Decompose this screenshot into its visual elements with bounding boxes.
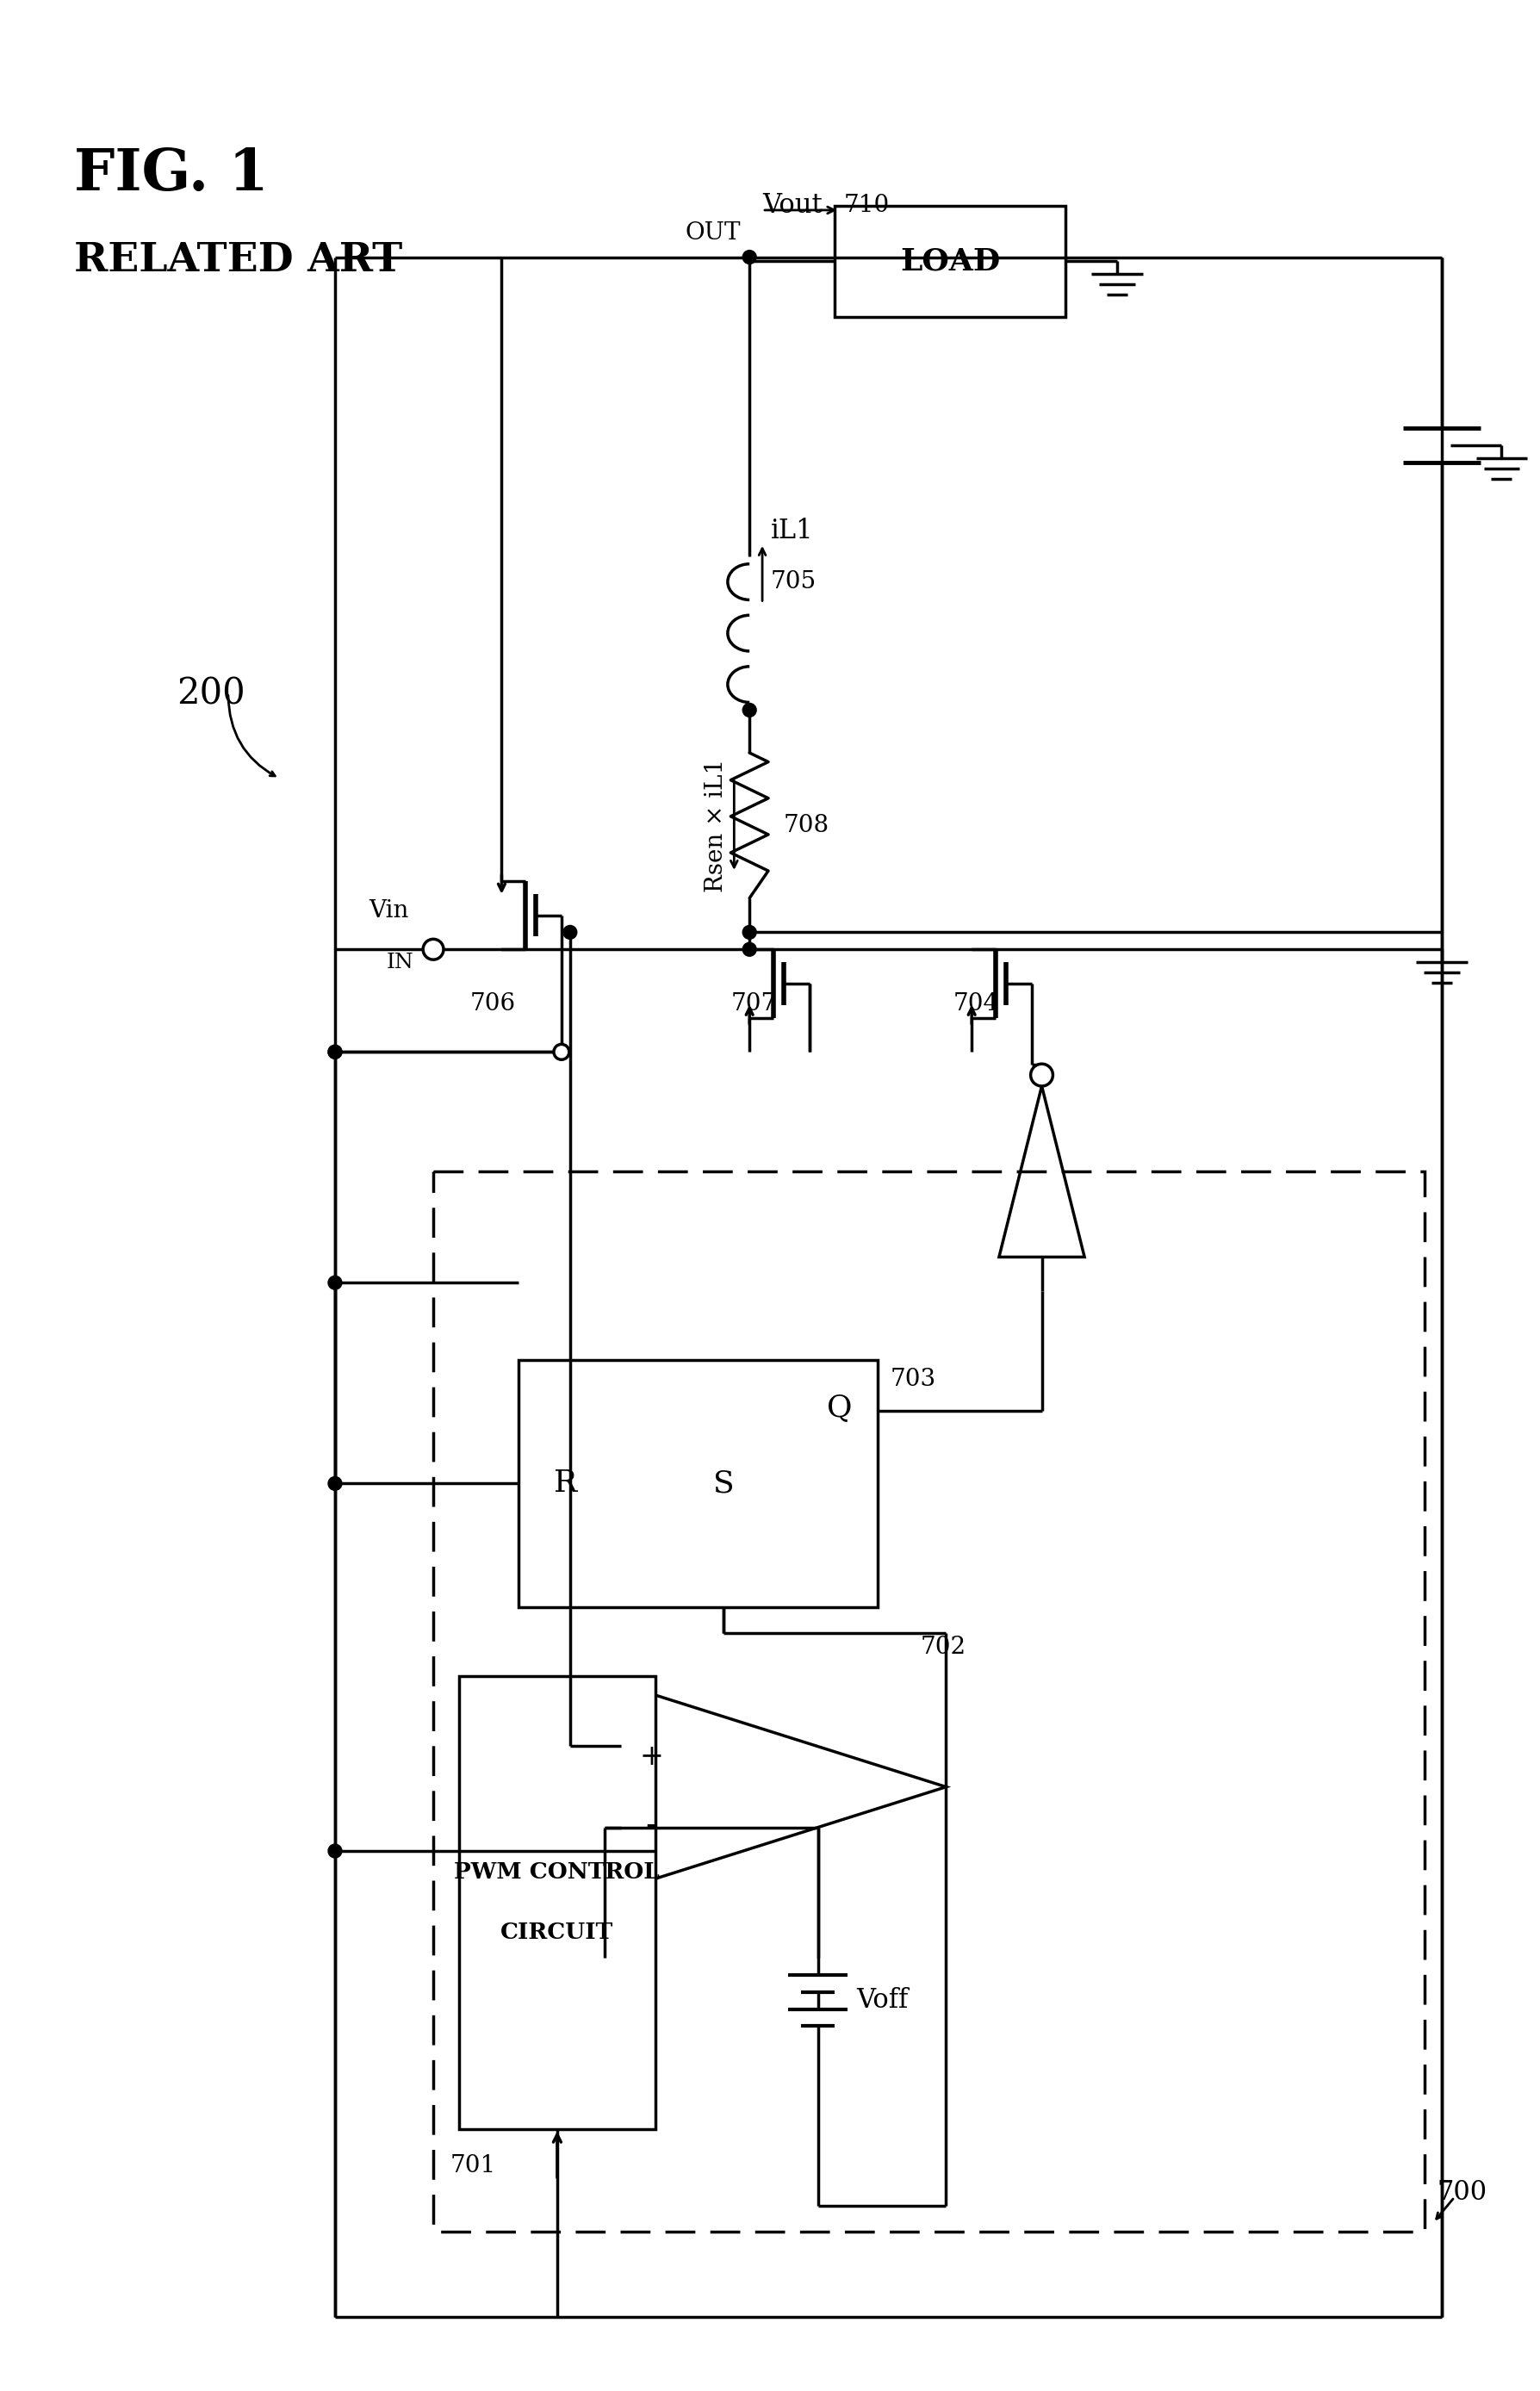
Text: Q: Q — [827, 1394, 852, 1423]
Bar — [835, 206, 1066, 318]
Text: CIRCUIT: CIRCUIT — [500, 1922, 614, 1944]
Circle shape — [564, 925, 578, 940]
Text: 704: 704 — [953, 992, 999, 1016]
Circle shape — [328, 1478, 342, 1490]
Circle shape — [554, 1045, 570, 1059]
Text: 702: 702 — [921, 1635, 966, 1659]
Text: 703: 703 — [890, 1368, 936, 1392]
Text: R: R — [554, 1468, 578, 1499]
Circle shape — [742, 942, 756, 956]
Text: 707: 707 — [732, 992, 776, 1016]
Circle shape — [328, 1045, 342, 1059]
Circle shape — [742, 703, 756, 717]
Text: iL1: iL1 — [772, 516, 813, 545]
Circle shape — [742, 925, 756, 940]
Text: 200: 200 — [177, 677, 245, 713]
Text: 700: 700 — [1437, 2178, 1488, 2205]
Circle shape — [1030, 1064, 1053, 1086]
Text: 705: 705 — [772, 571, 816, 593]
Circle shape — [328, 1843, 342, 1858]
Text: PWM CONTROL: PWM CONTROL — [454, 1863, 661, 1884]
Circle shape — [328, 1277, 342, 1289]
Text: RELATED ART: RELATED ART — [74, 239, 403, 280]
Text: 701: 701 — [450, 2154, 496, 2178]
Circle shape — [328, 1045, 342, 1059]
Text: 710: 710 — [844, 194, 890, 218]
Circle shape — [424, 940, 444, 959]
Circle shape — [742, 251, 756, 263]
Bar — [433, 1172, 1424, 2231]
Text: Voff: Voff — [856, 1987, 909, 2013]
Text: IN: IN — [387, 952, 414, 973]
Text: S: S — [713, 1468, 735, 1499]
Text: Rsen × iL1: Rsen × iL1 — [705, 758, 728, 892]
Text: FIG. 1: FIG. 1 — [74, 146, 270, 201]
Text: 706: 706 — [470, 992, 516, 1016]
Text: Vin: Vin — [370, 899, 410, 923]
Bar — [519, 1360, 878, 1607]
Text: LOAD: LOAD — [901, 246, 1001, 275]
Bar — [459, 1676, 656, 2128]
Text: -: - — [645, 1810, 658, 1841]
Text: 708: 708 — [784, 813, 830, 837]
Text: OUT: OUT — [685, 220, 741, 244]
Text: Vout: Vout — [762, 194, 822, 220]
Text: +: + — [639, 1743, 664, 1772]
